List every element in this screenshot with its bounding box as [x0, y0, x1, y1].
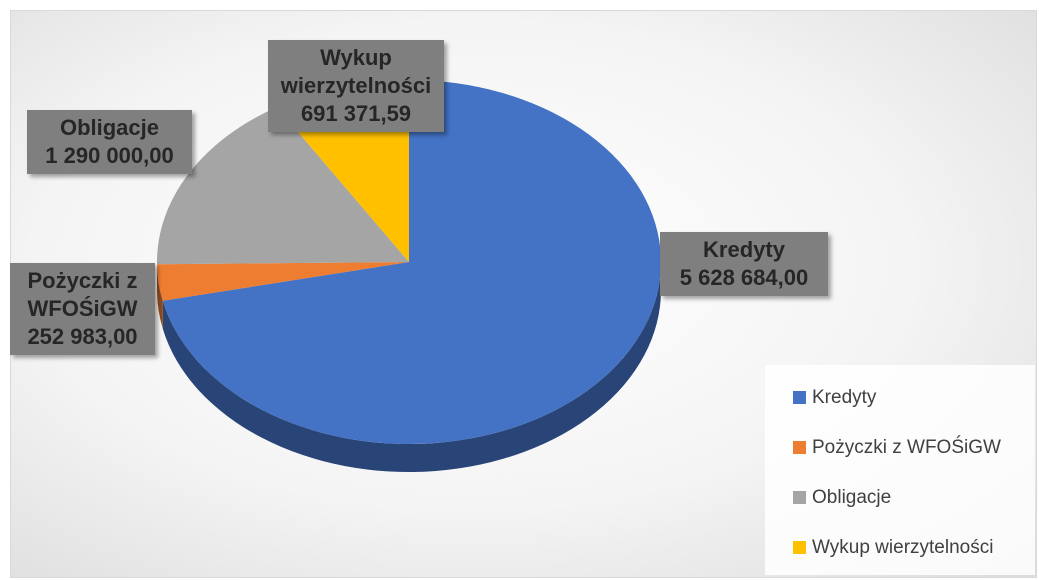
legend-label: Pożyczki z WFOŚiGW: [812, 437, 1001, 458]
legend-entry: Pożyczki z WFOŚiGW: [793, 437, 1001, 459]
legend-entry: Wykup wierzytelności: [793, 537, 993, 559]
legend-swatch: [793, 491, 806, 504]
legend-entry: Obligacje: [793, 487, 891, 509]
data-label-category: Pożyczki z WFOŚiGW: [27, 268, 138, 321]
data-label-category: Wykup wierzytelności: [280, 45, 432, 98]
pie-slice: [157, 107, 409, 265]
data-label-value: 252 983,00: [27, 324, 138, 349]
pie-side: [157, 264, 163, 329]
pie-side: [162, 262, 662, 473]
legend-swatch: [793, 441, 806, 454]
data-label: Obligacje 1 290 000,00: [27, 110, 192, 174]
pie-slice: [162, 80, 661, 444]
legend-label: Wykup wierzytelności: [812, 537, 994, 558]
legend-label: Kredyty: [812, 387, 877, 408]
legend-swatch: [793, 541, 806, 554]
data-label: Kredyty 5 628 684,00: [660, 232, 828, 296]
data-label-category: Obligacje: [59, 115, 160, 140]
data-label: Pożyczki z WFOŚiGW 252 983,00: [10, 263, 155, 355]
legend-swatch: [793, 391, 806, 404]
legend-label: Obligacje: [812, 487, 892, 508]
data-label-category: Kredyty: [703, 237, 785, 262]
data-label-value: 1 290 000,00: [45, 143, 174, 168]
data-label-value: 691 371,59: [300, 101, 412, 126]
data-label: Wykup wierzytelności 691 371,59: [268, 40, 444, 132]
legend: Kredyty Pożyczki z WFOŚiGW Obligacje Wykup …: [765, 365, 1035, 575]
legend-entry: Kredyty: [793, 387, 876, 409]
data-label-value: 5 628 684,00: [679, 265, 809, 290]
pie-slice: [157, 262, 409, 301]
